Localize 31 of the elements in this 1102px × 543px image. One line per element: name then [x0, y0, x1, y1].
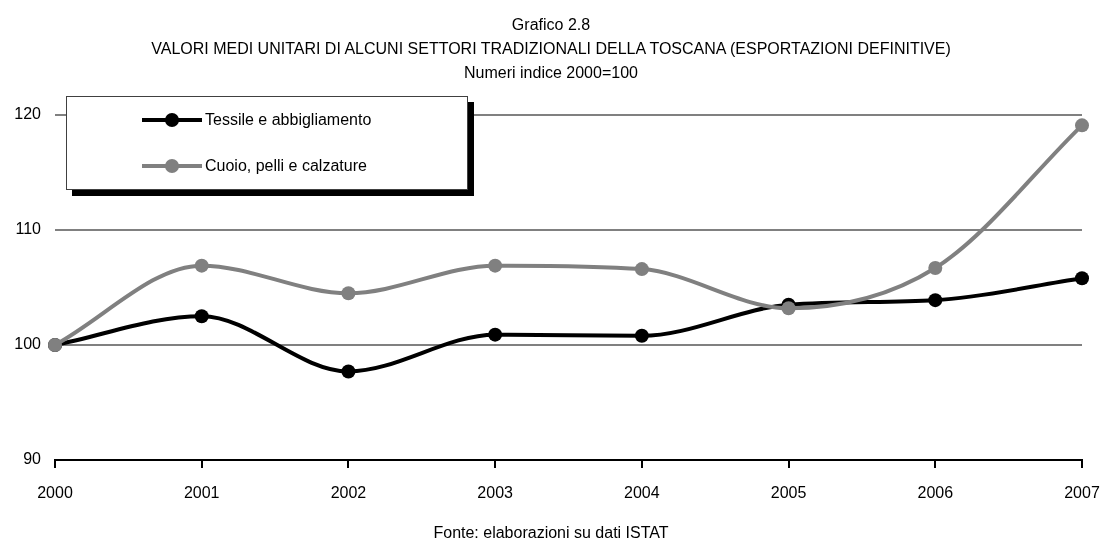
- point: [194, 258, 209, 273]
- x-tick-label: 2005: [770, 484, 807, 502]
- point: [341, 364, 356, 379]
- point: [1075, 271, 1089, 286]
- point: [634, 262, 649, 277]
- chart-title: Grafico 2.8: [511, 15, 591, 35]
- legend-label: Tessile e abbigliamento: [205, 110, 372, 130]
- x-tick-label: 2003: [477, 484, 514, 502]
- point: [928, 293, 943, 308]
- x-tick-label: 2001: [183, 484, 220, 502]
- x-tick-label: 2007: [1064, 484, 1100, 502]
- y-tick-label: 110: [15, 220, 42, 238]
- point: [488, 327, 503, 342]
- x-tick-label: 2004: [624, 484, 660, 502]
- y-tick-label: 100: [14, 335, 42, 353]
- x-tick-label: 2002: [330, 484, 367, 502]
- point: [928, 260, 943, 275]
- point: [488, 258, 503, 273]
- point: [194, 309, 209, 324]
- point: [781, 301, 796, 316]
- x-tick-label: 2000: [37, 484, 73, 502]
- text: Numeri indice 2000=100: [464, 63, 638, 83]
- point: [1075, 118, 1089, 133]
- legend-label: Cuoio, pelli e calzature: [205, 156, 367, 176]
- chart-subtitle: VALORI MEDI UNITARI DI ALCUNI SETTORI TRADIZIONALI DELLA TOSCANA (ESPORTAZIONI DEFINITIVE): [151, 39, 951, 59]
- x-tick-label: 2006: [917, 484, 954, 502]
- y-tick-label: 120: [14, 105, 42, 123]
- point: [341, 286, 356, 301]
- source-note: Fonte: elaborazioni su dati ISTAT: [433, 523, 669, 543]
- y-tick-label: 90: [23, 450, 42, 468]
- point: [634, 328, 649, 343]
